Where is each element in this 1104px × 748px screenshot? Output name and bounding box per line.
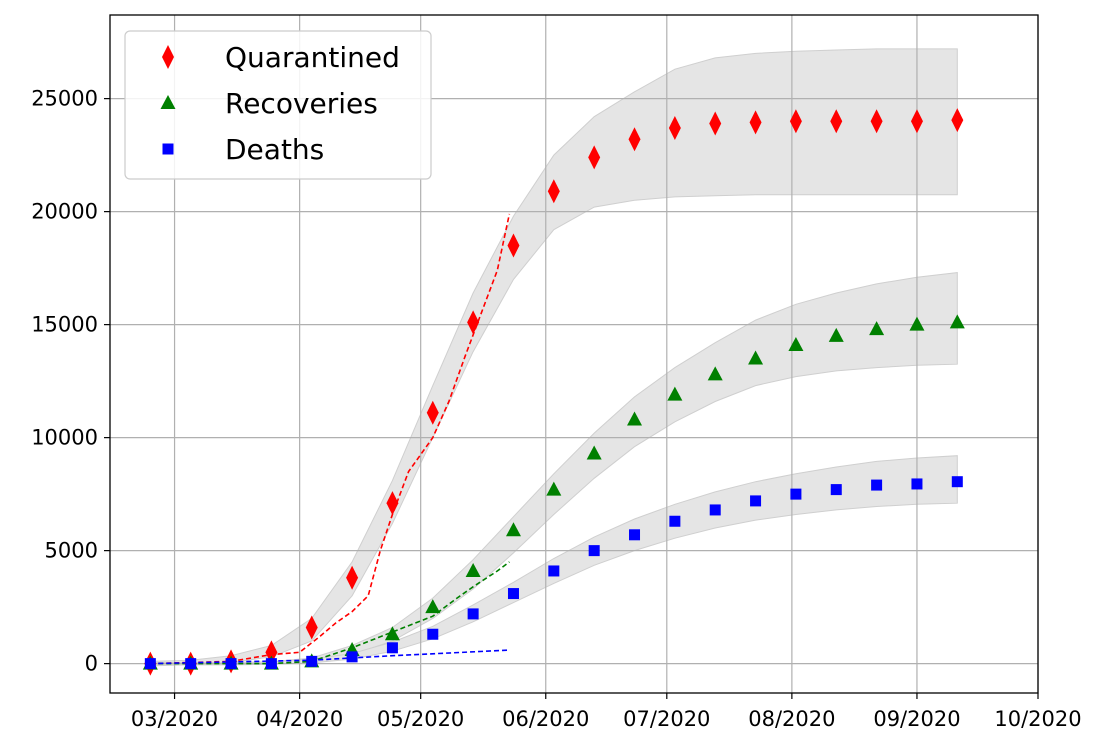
- deaths-point: [346, 651, 358, 663]
- deaths-point: [427, 628, 439, 640]
- x-tick-label: 10/2020: [994, 707, 1081, 731]
- deaths-point: [790, 488, 802, 500]
- recoveries-point: [384, 626, 400, 641]
- recoveries-point: [909, 316, 925, 331]
- x-axis: 03/2020 04/2020 05/2020 06/2020 07/2020 08/20…: [131, 693, 1082, 731]
- legend-deaths-marker: [162, 143, 174, 155]
- quarantined-point: [628, 127, 641, 152]
- recoveries-point: [505, 522, 521, 537]
- recoveries-point: [828, 327, 844, 342]
- quarantined-point: [951, 108, 964, 133]
- y-tick-label: 10000: [31, 426, 98, 450]
- deaths-point: [386, 642, 398, 654]
- recoveries-point: [586, 445, 602, 460]
- deaths-point: [265, 658, 277, 670]
- x-tick-label: 09/2020: [873, 707, 960, 731]
- deaths-point: [709, 504, 721, 516]
- y-tick-label: 20000: [31, 200, 98, 224]
- legend-recoveries-marker: [160, 95, 176, 109]
- legend: Quarantined Recoveries Deaths: [124, 30, 432, 180]
- recoveries-point: [627, 411, 643, 426]
- quarantined-point: [386, 491, 399, 516]
- quarantined-point: [789, 109, 802, 134]
- deaths-point: [185, 658, 197, 670]
- deaths-point: [750, 495, 762, 507]
- x-tick-label: 08/2020: [748, 707, 835, 731]
- quarantined-point: [467, 310, 480, 335]
- quarantined-point: [426, 400, 439, 425]
- deaths-point: [911, 478, 923, 490]
- quarantined-point: [507, 233, 520, 258]
- x-tick-label: 03/2020: [131, 707, 218, 731]
- recoveries-point: [546, 481, 562, 496]
- recoveries-band: [149, 272, 958, 666]
- y-tick-label: 0: [85, 652, 98, 676]
- legend-quarantined-label: Quarantined: [225, 41, 400, 74]
- legend-recoveries-label: Recoveries: [225, 87, 378, 120]
- y-axis: 0 5000 10000 15000 20000 25000: [31, 87, 110, 676]
- quarantined-point: [749, 110, 762, 135]
- deaths-point: [548, 565, 560, 577]
- deaths-point: [144, 658, 156, 670]
- quarantined-point: [709, 111, 722, 136]
- recoveries-point: [465, 562, 481, 577]
- x-tick-label: 06/2020: [502, 707, 589, 731]
- quarantined-fit-line: [150, 213, 511, 665]
- y-tick-label: 5000: [45, 539, 98, 563]
- deaths-point: [629, 529, 641, 541]
- recoveries-fit-line: [150, 561, 510, 665]
- recoveries-point: [707, 366, 723, 381]
- deaths-point: [951, 476, 963, 488]
- quarantined-point: [547, 179, 560, 204]
- y-tick-label: 15000: [31, 313, 98, 337]
- deaths-point: [507, 588, 519, 600]
- recoveries-point: [748, 350, 764, 365]
- quarantined-point: [346, 565, 359, 590]
- deaths-point: [225, 658, 237, 670]
- recoveries-point: [667, 386, 683, 401]
- quarantined-point: [910, 109, 923, 134]
- plot-frame: [109, 14, 1039, 694]
- legend-frame: [124, 30, 432, 180]
- x-tick-label: 04/2020: [256, 707, 343, 731]
- quarantined-point: [830, 109, 843, 134]
- quarantined-point: [870, 109, 883, 134]
- x-tick-label: 07/2020: [623, 707, 710, 731]
- deaths-point: [588, 545, 600, 557]
- deaths-point: [467, 608, 479, 620]
- legend-quarantined-marker: [162, 45, 174, 69]
- quarantined-point: [588, 145, 601, 170]
- quarantined-point: [305, 615, 318, 640]
- x-tick-label: 05/2020: [377, 707, 464, 731]
- recoveries-point: [788, 336, 804, 351]
- legend-deaths-label: Deaths: [225, 133, 324, 166]
- recoveries-point: [425, 599, 441, 614]
- y-tick-label: 25000: [31, 87, 98, 111]
- deaths-point: [306, 655, 318, 667]
- deaths-point: [871, 479, 883, 491]
- data-points: [142, 108, 965, 676]
- recoveries-point: [949, 314, 965, 329]
- deaths-point: [830, 484, 842, 496]
- deaths-point: [669, 515, 681, 527]
- recoveries-point: [869, 321, 885, 336]
- quarantined-point: [668, 116, 681, 140]
